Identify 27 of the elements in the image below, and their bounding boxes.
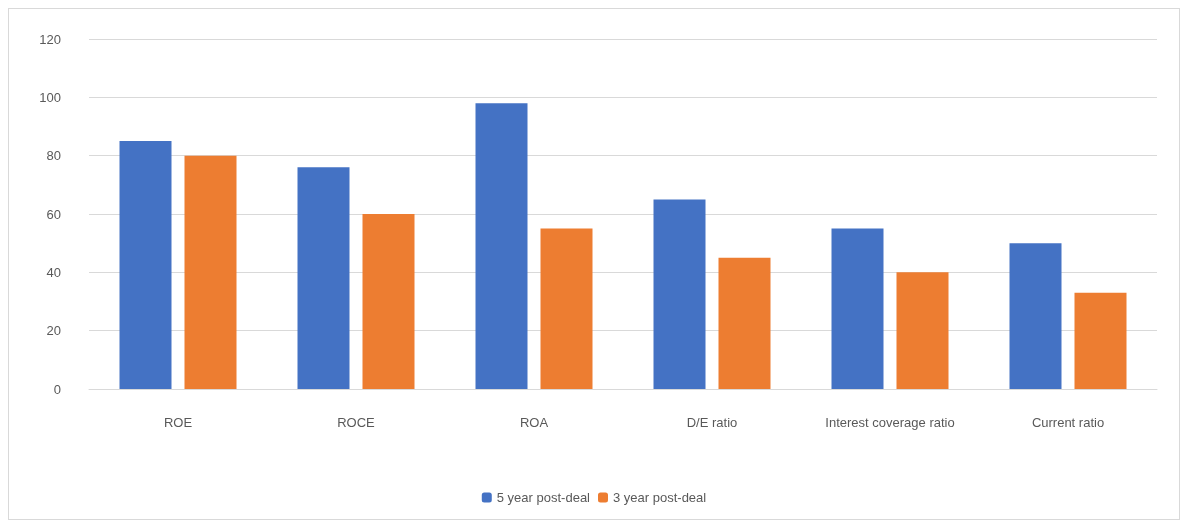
y-tick-label: 100 — [39, 89, 61, 105]
bar — [653, 199, 706, 389]
y-tick-label: 40 — [46, 264, 61, 280]
bar — [540, 228, 593, 389]
bar — [831, 228, 884, 389]
bar — [896, 272, 949, 389]
y-tick-label: 0 — [53, 381, 61, 397]
bar — [718, 257, 771, 389]
bar — [1074, 292, 1127, 389]
legend-label: 5 year post-deal — [496, 490, 591, 505]
x-tick-label: Interest coverage ratio — [825, 414, 955, 430]
x-tick-label: ROCE — [337, 414, 376, 430]
bar — [119, 141, 172, 389]
y-tick-label: 60 — [46, 206, 61, 222]
y-tick-label: 120 — [39, 31, 61, 47]
x-tick-label: Current ratio — [1031, 414, 1105, 430]
x-tick-label: D/E ratio — [686, 414, 738, 430]
legend-label: 3 year post-deal — [613, 490, 707, 505]
x-tick-label: ROE — [163, 414, 193, 430]
y-tick-label: 80 — [46, 148, 61, 164]
bar — [362, 214, 415, 389]
bar — [184, 155, 237, 389]
y-tick-label: 20 — [46, 323, 61, 339]
bar — [475, 103, 528, 389]
bar — [297, 167, 350, 389]
x-tick-label: ROA — [519, 414, 549, 430]
bar — [1009, 243, 1062, 389]
